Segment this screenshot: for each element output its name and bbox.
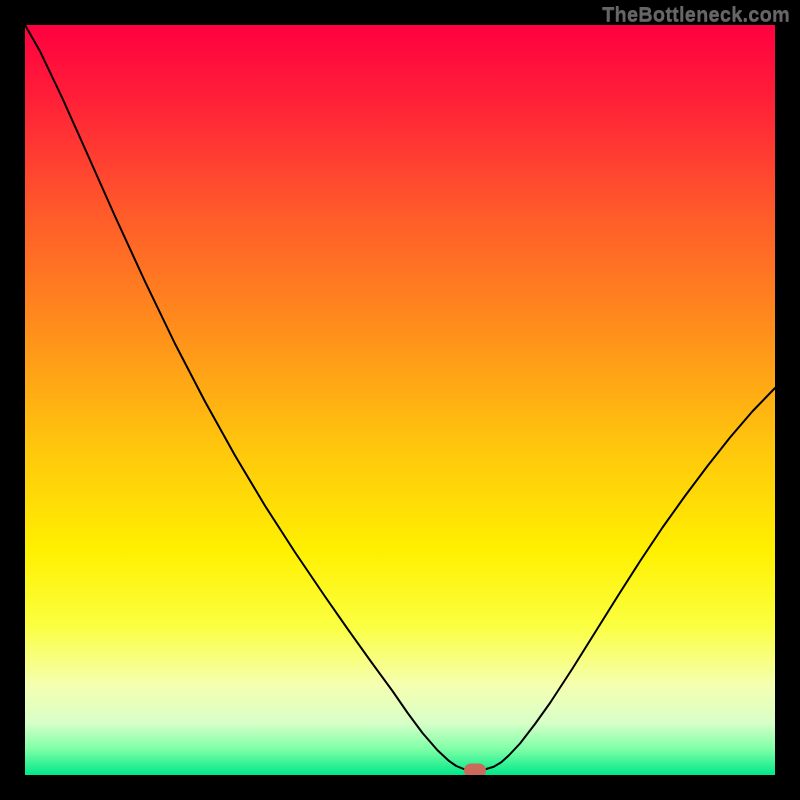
chart-svg (0, 0, 800, 800)
watermark-text: TheBottleneck.com (602, 4, 790, 27)
plot-background (25, 25, 775, 775)
figure-root: TheBottleneck.com (0, 0, 800, 800)
